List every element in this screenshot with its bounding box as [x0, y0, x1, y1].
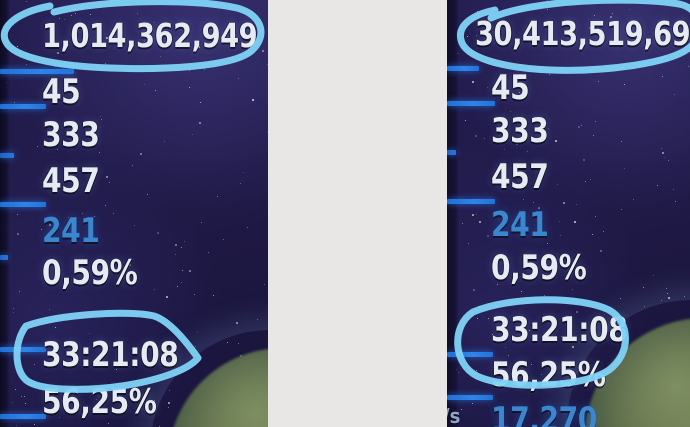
stat-row-count-b[interactable]: 457 [447, 157, 690, 209]
stat-row-total-points[interactable]: 30,413,519,691 [447, 14, 690, 71]
stat-value-count-b: 457 [491, 157, 549, 197]
stat-value-timer: 33:21:08 [42, 335, 179, 375]
progress-bar-count-a [0, 153, 14, 158]
stat-value-percent-a: 0,59% [491, 248, 587, 288]
stat-value-count-a: 333 [491, 111, 549, 151]
stat-value-timer: 33:21:08 [491, 310, 628, 350]
stat-row-level[interactable]: 45 [447, 68, 690, 120]
stat-value-count-a: 333 [42, 115, 100, 155]
stat-row-secondary-count[interactable]: 241 [447, 205, 690, 257]
panel-left-gutter [0, 0, 10, 427]
right-stats-panel: 30,413,519,691 45 333 457 241 0,59% [447, 0, 690, 427]
stat-row-percent-a[interactable]: 0,59% [447, 248, 690, 300]
stat-row-count-a[interactable]: 333 [447, 111, 690, 163]
stat-value-count-b: 457 [42, 161, 100, 201]
stat-row-total-points[interactable]: 1,014,362,949 [0, 16, 268, 74]
stat-value-total-points: 1,014,362,949 [42, 16, 258, 55]
stat-row-count-b[interactable]: 457 [0, 161, 268, 213]
stat-row-timer[interactable]: 33:21:08 [0, 335, 268, 387]
left-stat-list: 1,014,362,949 45 333 457 241 [0, 0, 268, 427]
progress-bar-count-b [0, 202, 46, 207]
stat-value-total-points: 30,413,519,691 [475, 14, 690, 53]
right-stat-list: 30,413,519,691 45 333 457 241 0,59% [447, 0, 690, 427]
stat-row-percent-b[interactable]: 56,25% [0, 382, 268, 427]
stat-row-secondary-count[interactable]: 241 [0, 211, 268, 263]
stat-value-level: 45 [42, 72, 81, 112]
stat-value-secondary-count: 241 [491, 205, 549, 245]
left-stats-panel: 1,014,362,949 45 333 457 241 [0, 0, 268, 427]
progress-bar-percent-b [0, 414, 46, 419]
progress-bar-timer [0, 347, 46, 352]
progress-bar-level [0, 104, 46, 109]
progress-bar-percent-b [447, 395, 493, 400]
progress-bar-count-b [447, 199, 495, 204]
progress-bar-count-a [447, 150, 456, 155]
stat-value-percent-b: 56,25% [42, 382, 157, 422]
progress-bar-secondary-count [0, 255, 8, 260]
stat-value-rate: 17,270 [491, 400, 597, 427]
rate-unit-label: /s [447, 404, 461, 427]
progress-bar-level [447, 101, 495, 106]
stat-value-percent-b: 56,25% [491, 355, 606, 395]
stat-row-percent-a[interactable]: 0,59% [0, 253, 268, 305]
stat-value-secondary-count: 241 [42, 211, 100, 251]
stat-row-count-a[interactable]: 333 [0, 115, 268, 167]
stat-row-rate[interactable]: 17,270 [447, 400, 690, 427]
stat-value-percent-a: 0,59% [42, 253, 138, 293]
stat-row-level[interactable]: 45 [0, 72, 268, 124]
stat-value-level: 45 [491, 68, 530, 108]
